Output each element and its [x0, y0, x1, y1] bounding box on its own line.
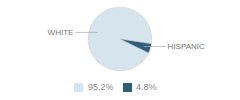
html-text:95.2%: 95.2%	[88, 82, 114, 92]
svg-text:WHITE: WHITE	[48, 28, 74, 37]
svg-text:HISPANIC: HISPANIC	[168, 42, 205, 51]
html-text:4.8%: 4.8%	[136, 82, 157, 92]
